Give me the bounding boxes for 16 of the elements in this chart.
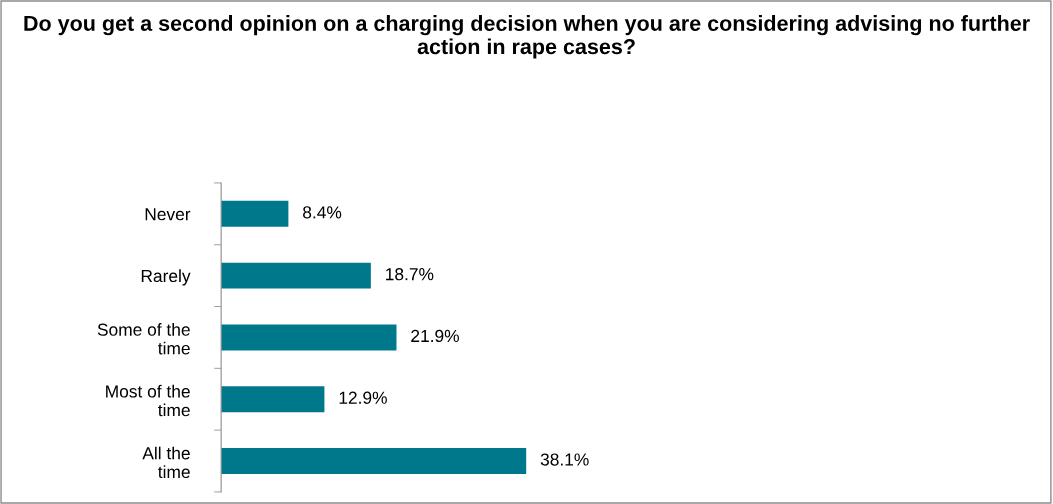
data-label: 12.9% (339, 391, 387, 404)
data-label: 8.4% (303, 206, 342, 219)
bar (221, 448, 527, 474)
y-tick-label: Most of the time (106, 384, 190, 417)
data-label: 18.7% (386, 268, 434, 281)
bar (221, 200, 289, 227)
chart-title: Do you get a second opinion on a charging decision when you are considering advising no further action in rape cases? (24, 15, 1030, 59)
data-label: 21.9% (411, 329, 459, 343)
bar (221, 262, 371, 289)
y-tick-label: Some of the time (97, 323, 190, 355)
bar (221, 386, 325, 413)
y-tick-label: Rarely (141, 269, 191, 286)
data-label: 38.1% (540, 453, 589, 466)
y-tick-label: Never (145, 208, 191, 221)
y-tick-label: All the time (142, 446, 190, 479)
bar (221, 324, 397, 351)
